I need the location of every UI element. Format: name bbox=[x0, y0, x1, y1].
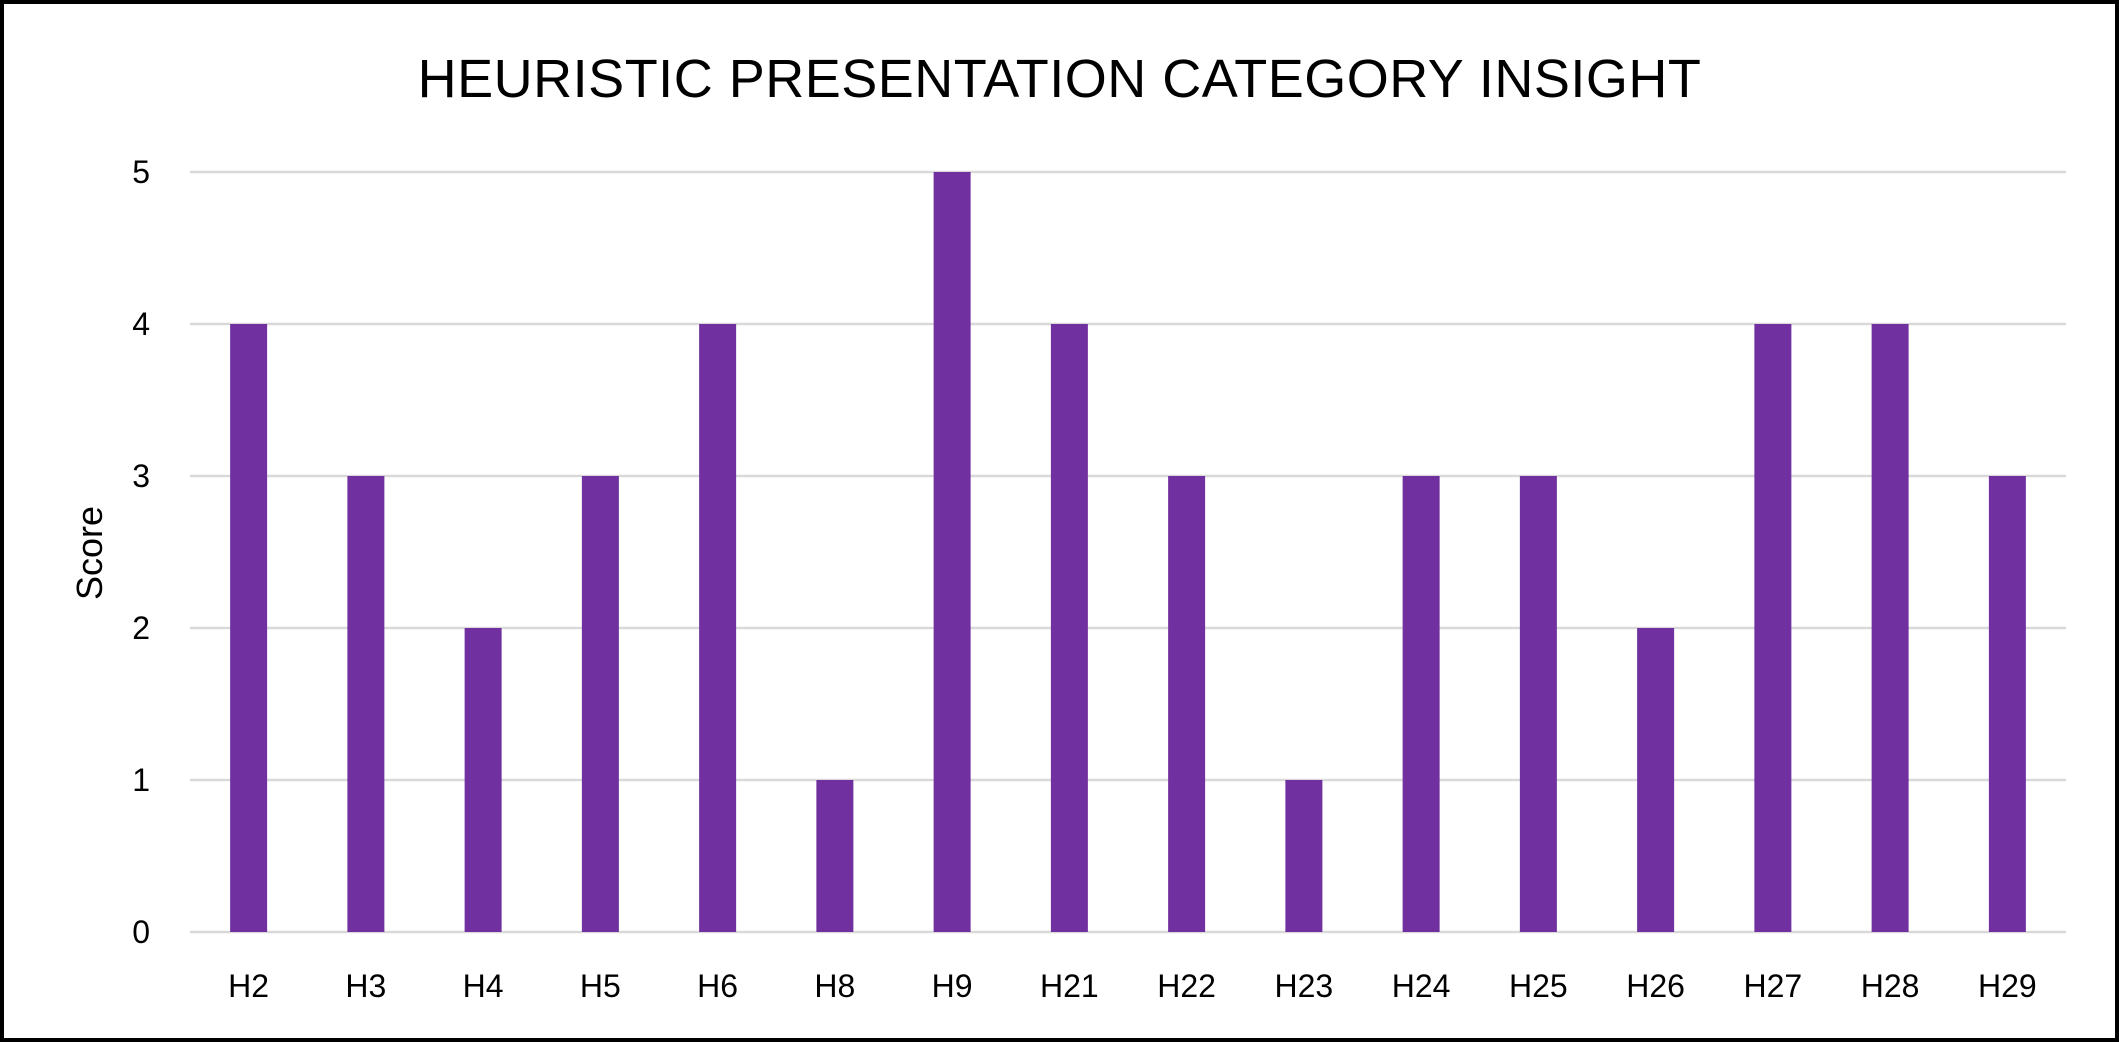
x-tick-label-h23: H23 bbox=[1275, 968, 1334, 1004]
x-tick-label-h21: H21 bbox=[1040, 968, 1099, 1004]
x-tick-label-h5: H5 bbox=[580, 968, 621, 1004]
y-tick-label: 1 bbox=[132, 762, 150, 798]
bar-h26 bbox=[1637, 628, 1675, 932]
bar-h28 bbox=[1871, 324, 1909, 932]
bar-h9 bbox=[933, 172, 971, 932]
x-tick-label-h25: H25 bbox=[1509, 968, 1568, 1004]
bar-h29 bbox=[1988, 476, 2026, 932]
y-tick-label: 3 bbox=[132, 458, 150, 494]
y-tick-label: 5 bbox=[132, 154, 150, 190]
bar-h2 bbox=[230, 324, 268, 932]
x-tick-label-h9: H9 bbox=[932, 968, 973, 1004]
y-axis-title: Score bbox=[69, 506, 110, 600]
bar-h25 bbox=[1519, 476, 1557, 932]
bar-h27 bbox=[1754, 324, 1792, 932]
chart-title: HEURISTIC PRESENTATION CATEGORY INSIGHT bbox=[417, 49, 1702, 109]
y-tick-label: 4 bbox=[132, 306, 150, 342]
x-tick-label-h27: H27 bbox=[1744, 968, 1803, 1004]
bar-h6 bbox=[699, 324, 737, 932]
x-tick-label-h6: H6 bbox=[697, 968, 738, 1004]
x-axis-tick-labels: H2 H3 H4 H5 H6 H8 H9 H21 H22 H23 H24 H25 H26 H27 H28 H2… bbox=[228, 968, 2037, 1004]
bar-h8 bbox=[816, 780, 854, 932]
x-tick-label-h8: H8 bbox=[814, 968, 855, 1004]
x-tick-label-h24: H24 bbox=[1392, 968, 1451, 1004]
x-tick-label-h28: H28 bbox=[1861, 968, 1920, 1004]
bar-h23 bbox=[1285, 780, 1323, 932]
bar-h3 bbox=[347, 476, 385, 932]
bar-h22 bbox=[1168, 476, 1206, 932]
bar-h21 bbox=[1050, 324, 1088, 932]
bar-h5 bbox=[581, 476, 619, 932]
bar-h4 bbox=[464, 628, 502, 932]
x-tick-label-h3: H3 bbox=[345, 968, 386, 1004]
bar-h24 bbox=[1402, 476, 1440, 932]
gridlines bbox=[190, 170, 2066, 934]
x-tick-label-h26: H26 bbox=[1626, 968, 1685, 1004]
x-tick-label-h4: H4 bbox=[463, 968, 504, 1004]
bars bbox=[230, 172, 2026, 932]
x-tick-label-h2: H2 bbox=[228, 968, 269, 1004]
y-tick-label: 0 bbox=[132, 914, 150, 950]
x-tick-label-h29: H29 bbox=[1978, 968, 2037, 1004]
x-tick-label-h22: H22 bbox=[1157, 968, 1216, 1004]
y-axis-tick-labels: 0 1 2 3 4 5 bbox=[132, 154, 150, 950]
y-tick-label: 2 bbox=[132, 610, 150, 646]
